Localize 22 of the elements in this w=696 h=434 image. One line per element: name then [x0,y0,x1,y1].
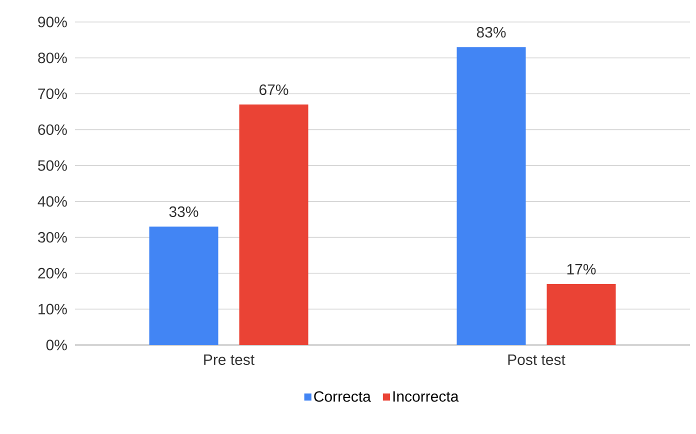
bar [456,47,526,345]
x-tick-label: Post test [508,354,566,365]
y-tick-label: 50% [38,160,67,171]
x-tick-label: Pre test [204,354,254,365]
y-tick-label: 90% [38,16,67,28]
y-tick-label: 40% [38,196,67,207]
y-tick-label: 30% [38,232,67,243]
data-label: 33% [169,206,198,218]
bar [239,104,308,345]
y-tick-label: 0% [46,340,67,350]
data-label: 83% [476,26,506,38]
y-tick-label: 70% [38,88,67,100]
legend-label: Incorrecta [393,391,459,402]
y-tick-label: 10% [38,304,67,314]
data-label: 67% [260,84,288,96]
data-label: 17% [567,264,596,274]
y-tick-label: 20% [38,268,67,279]
bar [546,284,616,345]
bar [149,226,218,345]
y-tick-label: 60% [38,124,67,135]
y-tick-label: 80% [38,52,67,64]
legend-label: Correcta [314,391,371,402]
